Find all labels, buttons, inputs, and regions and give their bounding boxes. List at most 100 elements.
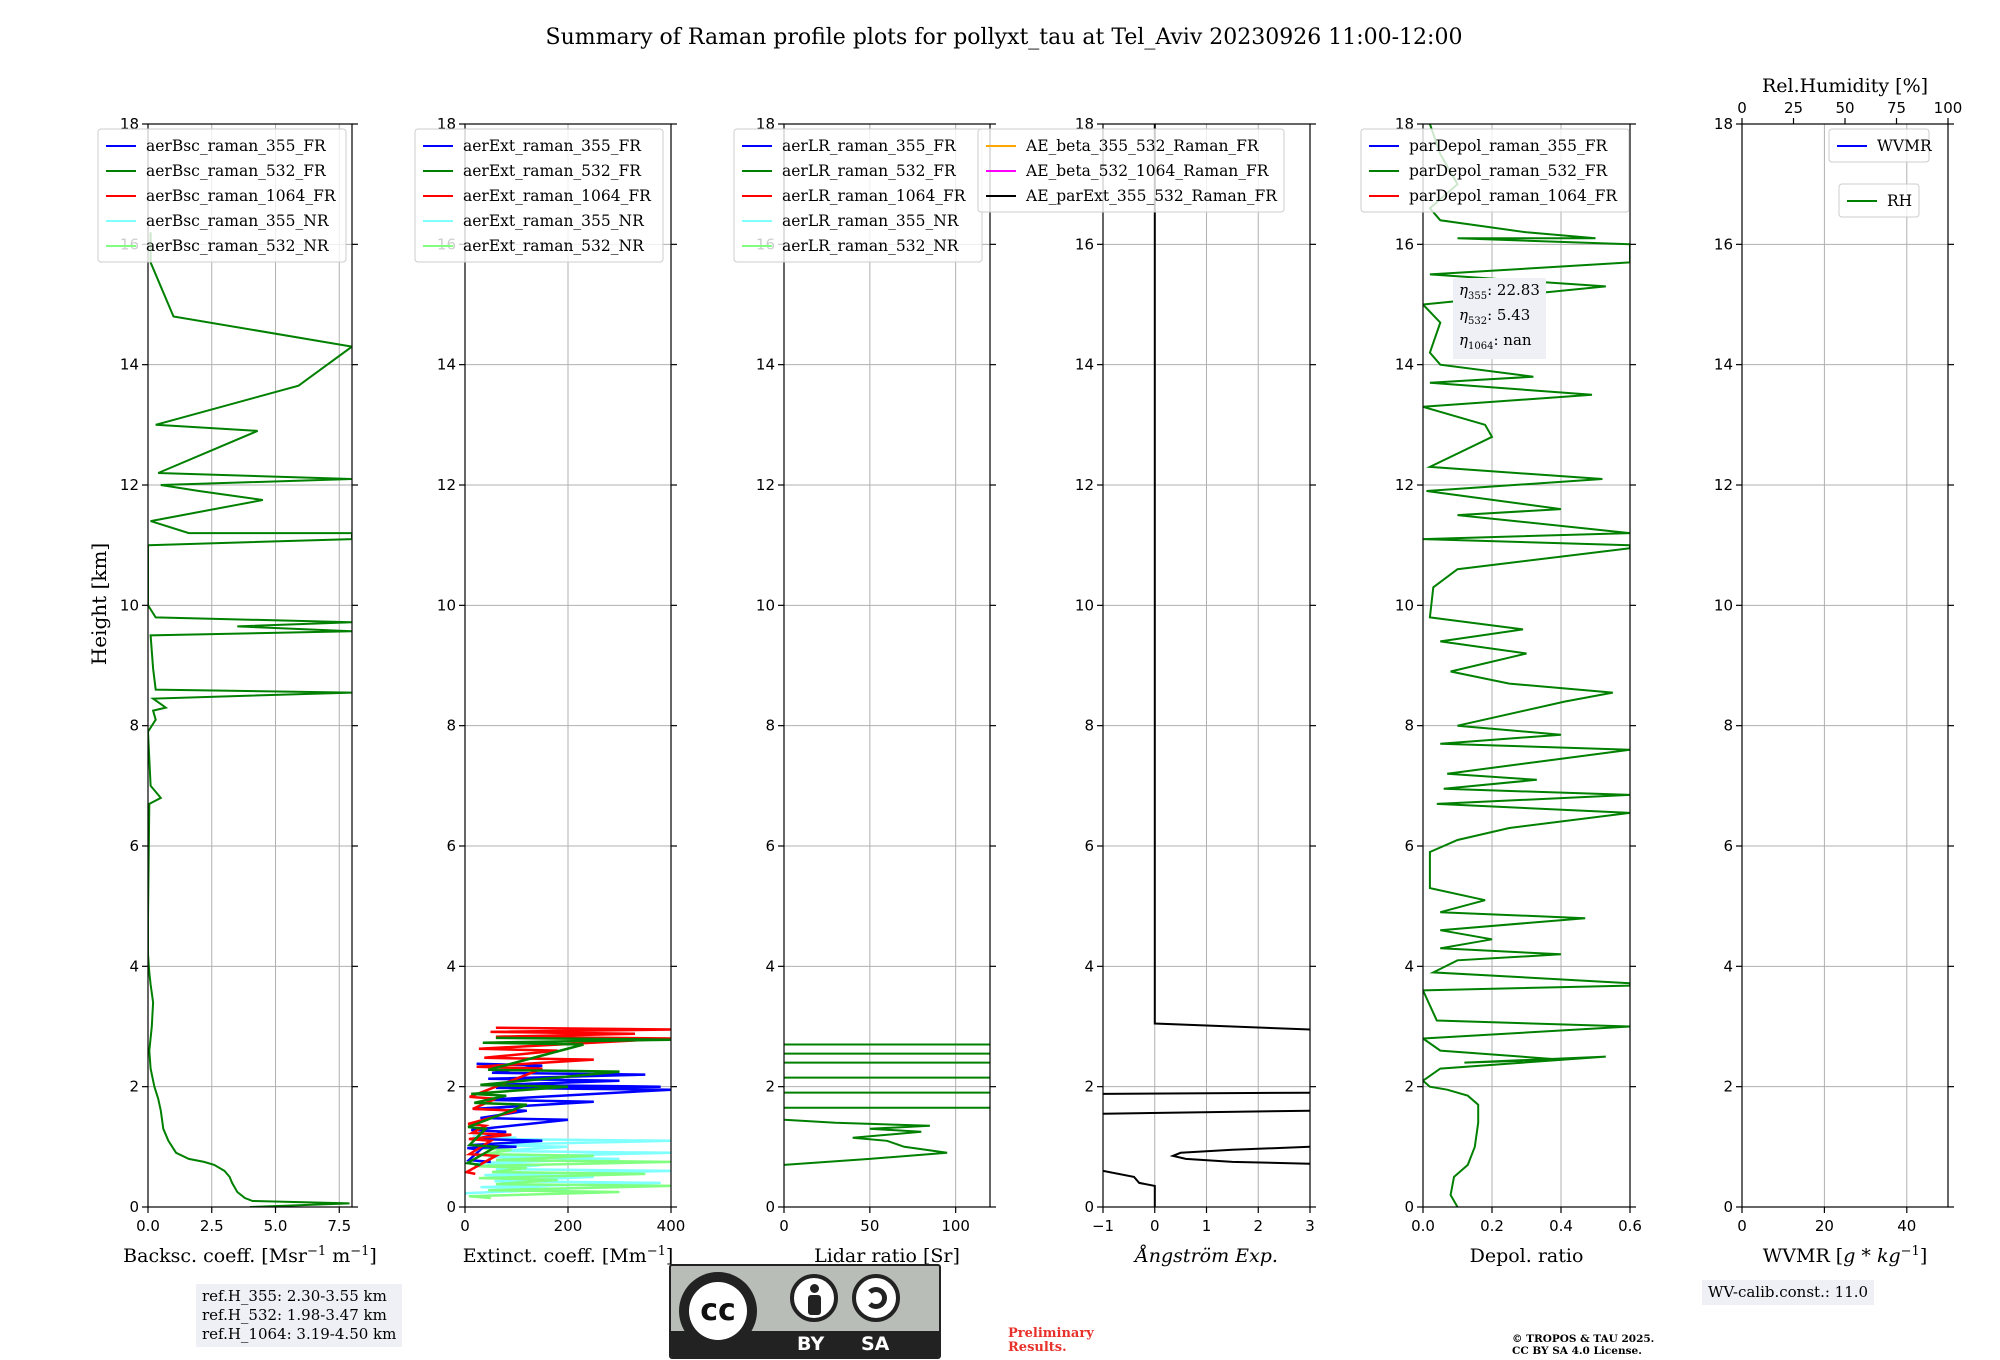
legend-label: AE_beta_532_1064_Raman_FR [1025, 162, 1270, 180]
top-x-axis-label: Rel.Humidity [%] [1762, 75, 1928, 97]
series-AE_parExt_355_532_Raman_FR_b [1103, 1091, 1310, 1095]
y-tick-label: 12 [437, 476, 456, 494]
y-tick-label: 8 [765, 717, 775, 735]
y-tick-label: 0 [129, 1198, 139, 1216]
x-tick-label: 0.0 [136, 1217, 160, 1235]
y-tick-label: 4 [1404, 957, 1414, 975]
legend-label: aerLR_raman_532_NR [782, 237, 960, 255]
x-tick-label: 50 [860, 1217, 879, 1235]
x-axis-label: Ångström Exp. [1133, 1245, 1278, 1267]
y-tick-label: 12 [1075, 476, 1094, 494]
x-tick-label: 0.0 [1411, 1217, 1435, 1235]
y-tick-label: 12 [1395, 476, 1414, 494]
top-x-tick-label: 75 [1887, 99, 1906, 117]
y-tick-label: 0 [1404, 1198, 1414, 1216]
y-tick-label: 2 [1404, 1078, 1414, 1096]
legend-label: parDepol_raman_355_FR [1409, 137, 1609, 155]
x-tick-label: 0 [1150, 1217, 1160, 1235]
y-tick-label: 14 [1075, 356, 1094, 374]
cc-inner-icon: cc [689, 1282, 747, 1340]
series-group [784, 1043, 990, 1166]
legend: aerBsc_raman_355_FR aerBsc_raman_532_FRae… [97, 128, 347, 263]
y-tick-label: 14 [1714, 356, 1733, 374]
legend-label: aerBsc_raman_355_FR [146, 137, 327, 155]
y-tick-label: 6 [1404, 837, 1414, 855]
series-group [465, 1026, 671, 1200]
x-tick-label: 5.0 [264, 1217, 288, 1235]
y-tick-label: 10 [120, 596, 139, 614]
eta-355: η355: 22.83 [1459, 281, 1540, 302]
y-tick-label: 2 [765, 1078, 775, 1096]
y-tick-label: 10 [1714, 596, 1733, 614]
series-group [148, 232, 352, 1207]
eta-1064: η1064: nan [1459, 331, 1532, 352]
series-AE_parExt_355_532_Raman_FR_d [1169, 1145, 1310, 1165]
y-tick-label: 14 [120, 356, 139, 374]
panel-ext: 0246810121416180200400Extinct. coeff. [M… [414, 115, 685, 1268]
x-tick-label: −1 [1092, 1217, 1114, 1235]
x-tick-label: 2 [1253, 1217, 1263, 1235]
preliminary-note: Preliminary Results. [1008, 1326, 1094, 1355]
y-tick-label: 4 [1723, 957, 1733, 975]
x-axis-label: Extinct. coeff. [Mm−1] [463, 1244, 674, 1268]
y-tick-label: 16 [1075, 235, 1094, 253]
x-tick-label: 3 [1305, 1217, 1315, 1235]
eta-532: η532: 5.43 [1459, 306, 1531, 327]
y-tick-label: 6 [446, 837, 456, 855]
y-tick-label: 18 [1714, 115, 1733, 133]
legend-label: aerLR_raman_355_NR [782, 212, 960, 230]
legend-label: parDepol_raman_532_FR [1409, 162, 1609, 180]
legend: AE_beta_355_532_Raman_FR AE_beta_532_1064… [977, 128, 1285, 213]
plot-frame [1741, 123, 1949, 1208]
chart-title: Summary of Raman profile plots for polly… [546, 25, 1463, 50]
y-tick-label: 10 [756, 596, 775, 614]
y-tick-label: 12 [120, 476, 139, 494]
cc-sa-label: SA [861, 1333, 890, 1355]
legend-box [1360, 128, 1630, 213]
legend-label: aerExt_raman_355_NR [463, 212, 645, 230]
y-tick-label: 2 [129, 1078, 139, 1096]
legend-label: parDepol_raman_1064_FR [1409, 187, 1618, 205]
eta-box: η355: 22.83 η532: 5.43 η1064: nan [1453, 278, 1546, 359]
legend-label: aerLR_raman_532_FR [782, 162, 957, 180]
series-parDepol_raman_532_FR [1423, 124, 1630, 1207]
series-aerLR_raman_532_FR [784, 1118, 948, 1166]
y-tick-label: 12 [756, 476, 775, 494]
legend: aerExt_raman_355_FR aerExt_raman_532_FRae… [414, 128, 664, 263]
y-axis-label: Height [km] [87, 543, 111, 665]
cc-by-label: BY [797, 1333, 825, 1355]
y-tick-label: 4 [446, 957, 456, 975]
y-tick-label: 8 [129, 717, 139, 735]
y-tick-label: 16 [1395, 235, 1414, 253]
x-axis-label: Lidar ratio [Sr] [814, 1245, 960, 1267]
wv-calib-box: WV-calib.const.: 11.0 [1702, 1280, 1875, 1305]
y-tick-label: 8 [1723, 717, 1733, 735]
y-tick-label: 12 [1714, 476, 1733, 494]
plot-frame [1422, 123, 1631, 1208]
x-tick-label: 0.2 [1480, 1217, 1504, 1235]
x-axis-label: Backsc. coeff. [Msr−1 m−1] [123, 1244, 377, 1268]
top-x-tick-label: 100 [1934, 99, 1963, 117]
legend: WVMR [1828, 128, 1933, 163]
x-tick-label: 100 [941, 1217, 970, 1235]
series-group [1423, 124, 1630, 1207]
legend-label: AE_beta_355_532_Raman_FR [1025, 137, 1260, 155]
legend-label: RH [1887, 192, 1912, 210]
panel-lr: 024681012141618050100Lidar ratio [Sr]aer… [733, 115, 996, 1267]
legend-box [97, 128, 347, 263]
y-tick-label: 6 [1084, 837, 1094, 855]
legend-box [1828, 128, 1930, 163]
y-tick-label: 16 [1714, 235, 1733, 253]
x-tick-label: 20 [1815, 1217, 1834, 1235]
x-tick-label: 7.5 [327, 1217, 351, 1235]
legend-label: aerExt_raman_532_NR [463, 237, 645, 255]
y-tick-label: 10 [1395, 596, 1414, 614]
legend-label: aerLR_raman_355_FR [782, 137, 957, 155]
series-AE_parExt_355_532_Raman_FR_c [1103, 1109, 1310, 1115]
legend-label: WVMR [1877, 137, 1933, 155]
legend-label: AE_parExt_355_532_Raman_FR [1025, 187, 1278, 205]
wv-calib-const: WV-calib.const.: 11.0 [1708, 1283, 1869, 1301]
